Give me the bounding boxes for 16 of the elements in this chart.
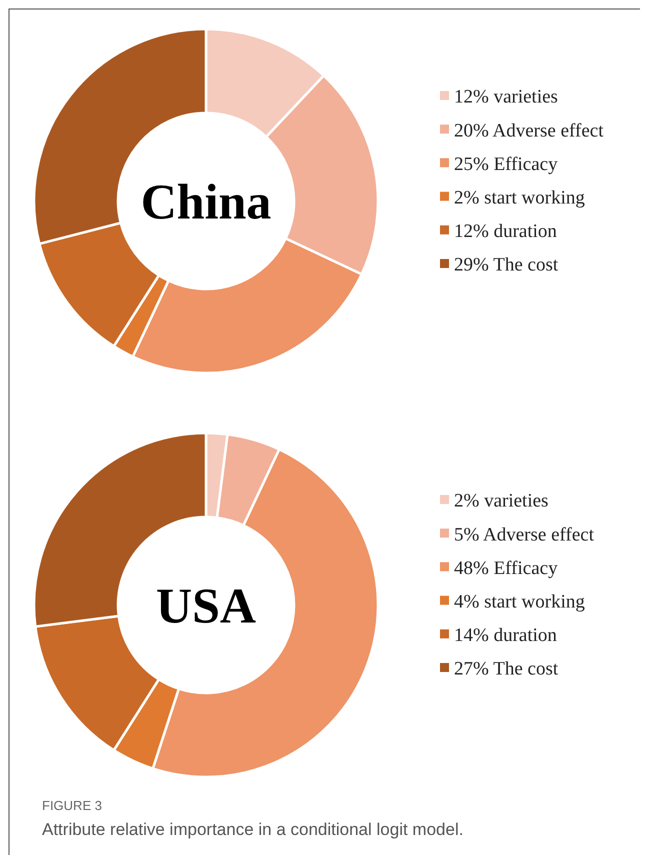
legend-label: 20% Adverse effect (454, 120, 604, 142)
legend-label: 14% duration (454, 625, 558, 646)
legend-label: 5% Adverse effect (454, 524, 595, 546)
legend-label: 25% Efficacy (454, 154, 558, 175)
legend-label: 48% Efficacy (454, 558, 558, 579)
text: China (140, 174, 272, 230)
legend-label: 29% The cost (454, 254, 559, 276)
legend-label: 12% duration (454, 221, 558, 242)
legend-label: 2% varieties (454, 490, 548, 512)
text: Attribute relative importance in a conditional logit model. (42, 820, 464, 839)
text: USA (156, 578, 256, 634)
caption: FIGURE 3 (42, 798, 102, 813)
legend-label: 2% start working (454, 187, 586, 208)
legend-label: 4% start working (454, 591, 586, 612)
legend-label: 12% varieties (454, 86, 558, 108)
legend-label: 27% The cost (454, 658, 559, 680)
